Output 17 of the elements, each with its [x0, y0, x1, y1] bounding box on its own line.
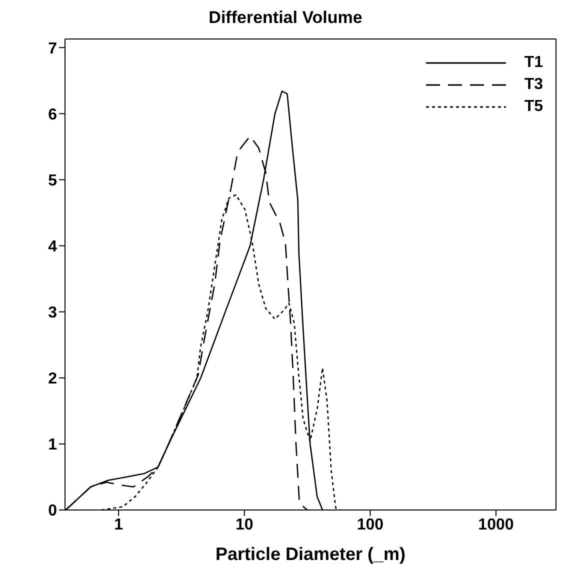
- legend-label: T5: [524, 98, 543, 116]
- y-tick-label: 5: [48, 172, 58, 190]
- legend-label: T3: [524, 76, 543, 94]
- x-tick-label: 1: [114, 516, 124, 534]
- x-axis-title: Particle Diameter (_m): [215, 544, 406, 564]
- legend-label: T1: [524, 54, 543, 72]
- y-tick-label: 6: [48, 106, 58, 124]
- y-tick-label: 0: [48, 502, 58, 520]
- y-tick-label: 2: [48, 370, 58, 388]
- y-tick-label: 4: [48, 238, 58, 256]
- y-tick-label: 7: [48, 40, 58, 58]
- x-tick-label: 1000: [478, 516, 514, 534]
- y-tick-label: 3: [48, 304, 58, 322]
- y-tick-label: 1: [48, 436, 58, 454]
- x-tick-label: 100: [356, 516, 384, 534]
- chart-title: Differential Volume: [208, 8, 364, 29]
- x-tick-label: 10: [235, 516, 254, 534]
